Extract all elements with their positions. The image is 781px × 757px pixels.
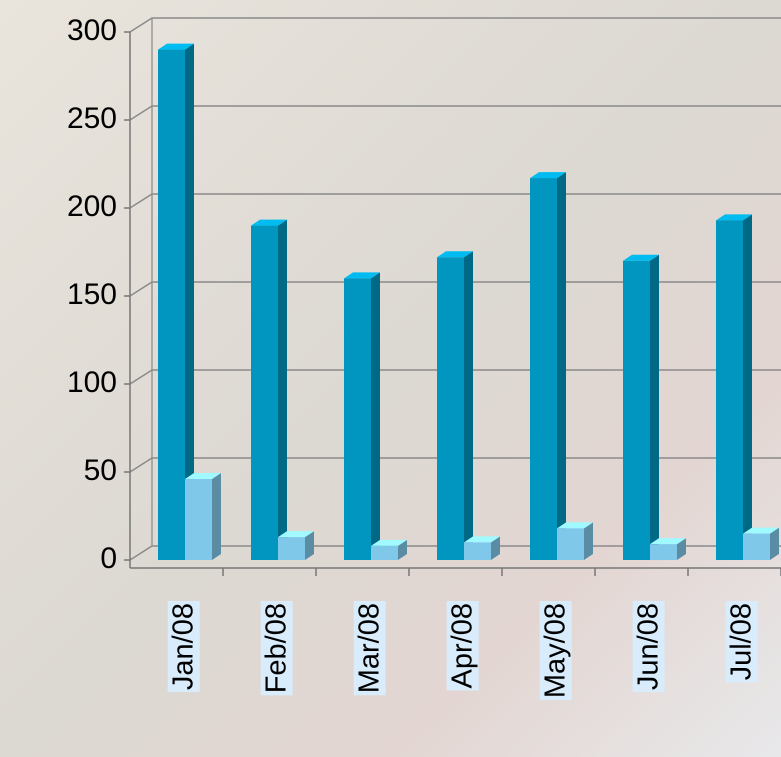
- x-tick-group: Feb/08: [260, 601, 293, 696]
- bar-top: [464, 536, 500, 543]
- bar: [437, 251, 473, 560]
- bar: [251, 219, 287, 560]
- x-tick-label: Jan/08: [168, 603, 200, 690]
- bar-front: [278, 537, 305, 560]
- y-tick-label: 200: [67, 190, 117, 223]
- bar-front: [557, 528, 584, 560]
- grid-line: [129, 193, 781, 209]
- bar-front: [623, 260, 650, 560]
- bar-side: [650, 254, 659, 561]
- bar-side: [278, 219, 287, 560]
- x-tick-label: May/08: [540, 603, 572, 698]
- bar-side: [305, 531, 314, 560]
- bar: [158, 43, 194, 561]
- bar-top: [530, 172, 566, 179]
- bar: [557, 522, 593, 560]
- grid-line: [129, 105, 781, 121]
- bar-side: [770, 527, 779, 560]
- bar-side: [557, 172, 566, 560]
- x-tick-label-bg: [353, 601, 386, 696]
- y-tick-label: 150: [67, 278, 117, 311]
- bar: [530, 172, 566, 560]
- bar-side: [677, 538, 686, 560]
- bar-side: [185, 43, 194, 561]
- x-tick-label-bg: [446, 601, 479, 691]
- bar-top: [185, 473, 221, 480]
- y-tick-label: 0: [100, 542, 117, 575]
- y-tick-label: 300: [67, 14, 117, 47]
- bar-front: [185, 479, 212, 560]
- bar-side: [212, 473, 221, 560]
- x-tick-label: Jun/08: [633, 603, 665, 690]
- bar-side: [584, 522, 593, 560]
- x-tick-label-bg: [725, 601, 758, 683]
- bar-front: [344, 278, 371, 560]
- bar-front: [437, 257, 464, 560]
- x-tick-label-bg: [260, 601, 293, 696]
- bar-top: [437, 251, 473, 258]
- bar: [278, 531, 314, 560]
- grid-line: [129, 369, 781, 385]
- grid-line: [129, 457, 781, 473]
- y-tick-label: 100: [67, 366, 117, 399]
- x-tick-group: Jun/08: [632, 601, 665, 693]
- x-tick-group: Mar/08: [353, 601, 386, 696]
- x-tick-label: Feb/08: [261, 603, 293, 693]
- x-tick-group: Jul/08: [725, 601, 758, 683]
- bar-front: [530, 178, 557, 560]
- bar-top: [743, 527, 779, 534]
- y-tick-label: 250: [67, 102, 117, 135]
- bar-top: [278, 531, 314, 538]
- bar-top: [557, 522, 593, 529]
- bar-top: [623, 254, 659, 261]
- x-tick-group: Apr/08: [446, 601, 479, 691]
- x-tick-label-bg: [632, 601, 665, 693]
- bar-side: [491, 536, 500, 560]
- x-tick-label-bg: [539, 601, 572, 701]
- bar: [344, 272, 380, 560]
- x-tick-label-bg: [167, 601, 200, 693]
- grid-line: [129, 281, 781, 297]
- bar-top: [344, 272, 380, 279]
- x-tick-group: May/08: [539, 601, 572, 701]
- bar: [464, 536, 500, 560]
- bar: [185, 473, 221, 560]
- bar-front: [251, 225, 278, 560]
- bar: [650, 538, 686, 560]
- bar-side: [743, 214, 752, 560]
- x-tick-label: Apr/08: [447, 603, 479, 688]
- bar: [716, 214, 752, 560]
- bar: [743, 527, 779, 560]
- x-tick-group: Jan/08: [167, 601, 200, 693]
- x-tick-label: Mar/08: [354, 603, 386, 693]
- bar-top: [158, 43, 194, 50]
- grid-line: [129, 17, 781, 33]
- bar-top: [716, 214, 752, 221]
- bar-front: [158, 49, 185, 560]
- bar: [371, 539, 407, 560]
- bar-front: [743, 533, 770, 560]
- bar-top: [371, 539, 407, 546]
- bar-front: [716, 220, 743, 560]
- y-tick-label: 50: [84, 454, 117, 487]
- bar-side: [398, 539, 407, 560]
- bar-top: [650, 538, 686, 545]
- bar-side: [371, 272, 380, 560]
- bar: [623, 254, 659, 561]
- x-tick-label: Jul/08: [726, 603, 758, 680]
- bar-front: [464, 542, 491, 560]
- bar-side: [464, 251, 473, 560]
- bar-top: [251, 219, 287, 226]
- bar-front: [371, 545, 398, 560]
- bar-front: [650, 544, 677, 560]
